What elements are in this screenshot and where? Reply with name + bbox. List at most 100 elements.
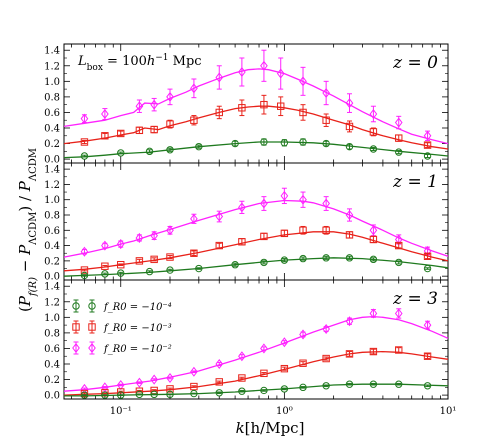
series-1: [63, 49, 449, 145]
data-point: [238, 374, 246, 382]
data-point: [322, 382, 330, 390]
y-axis-label: (Pf(R) − PΛCDM) / PΛCDM: [16, 148, 39, 312]
y-tick-label: 1.0: [44, 77, 60, 88]
data-point: [423, 264, 432, 273]
data-point: [215, 389, 223, 397]
x-tick-label: 10⁰: [276, 406, 293, 417]
data-point: [190, 389, 198, 398]
data-point: [322, 116, 330, 124]
legend-marker: [88, 323, 96, 331]
data-point: [101, 108, 109, 120]
data-point: [260, 369, 268, 378]
y-tick-label: 0.4: [44, 360, 60, 371]
series-line: [63, 315, 449, 392]
y-tick-label: 0.0: [44, 391, 60, 402]
data-point: [150, 390, 158, 399]
data-point: [280, 256, 289, 264]
data-point: [166, 225, 174, 236]
panel-3: 0.0 0.2 0.4 0.6 0.8 1.0 1.2 1.4 z = 3: [44, 279, 449, 402]
legend: f_R0 = −10⁻⁴ f_R0 = −10⁻³ f_R0 = −10⁻²: [72, 299, 172, 355]
series-line: [63, 231, 449, 272]
data-point: [101, 270, 109, 278]
data-point: [116, 239, 125, 250]
data-point: [345, 209, 354, 221]
panel-label: z = 3: [392, 289, 438, 309]
series-line: [63, 141, 449, 159]
data-point: [135, 257, 144, 265]
legend-marker: [72, 302, 80, 310]
y-tick-label: 1.4: [44, 46, 60, 57]
data-point: [322, 226, 330, 234]
data-point: [395, 258, 403, 267]
data-point: [260, 343, 268, 354]
data-point: [145, 267, 154, 276]
y-tick-label: 1.2: [44, 61, 60, 72]
data-point: [369, 108, 378, 120]
data-point: [280, 139, 289, 147]
legend-entry: f_R0 = −10⁻⁴: [72, 299, 172, 313]
data-point: [276, 68, 285, 79]
data-point: [80, 266, 89, 274]
data-point: [280, 190, 289, 201]
data-point: [190, 249, 198, 257]
data-point: [117, 129, 125, 138]
y-tick-label: 1.2: [44, 180, 60, 191]
data-point: [299, 359, 307, 367]
data-point: [322, 87, 330, 99]
panel-label: z = 1: [392, 172, 438, 192]
legend-marker: [72, 342, 80, 354]
series-line: [63, 199, 449, 258]
data-point: [423, 130, 432, 141]
y-tick-label: 1.2: [44, 297, 60, 308]
y-tick-label: 0.2: [44, 139, 60, 150]
data-point: [395, 134, 403, 142]
data-point: [238, 238, 246, 246]
data-point: [369, 235, 378, 244]
data-point: [195, 142, 203, 151]
y-tick-label: 0.0: [44, 272, 60, 283]
legend-entry: f_R0 = −10⁻³: [72, 320, 172, 334]
data-point: [369, 255, 378, 264]
data-point: [345, 380, 354, 388]
data-point: [260, 386, 268, 395]
data-point: [190, 382, 198, 391]
data-point: [101, 262, 109, 270]
data-point: [299, 383, 307, 392]
data-point: [423, 152, 432, 160]
data-point: [423, 320, 432, 331]
data-point: [345, 122, 354, 131]
panel-label: z = 0: [392, 53, 438, 73]
y-tick-label: 0.2: [44, 256, 60, 267]
data-point: [369, 225, 378, 236]
data-point: [423, 382, 432, 390]
data-point: [80, 391, 89, 399]
data-point: [80, 138, 89, 146]
data-point: [166, 146, 174, 154]
data-point: [299, 254, 307, 263]
data-point: [369, 308, 378, 319]
data-point: [369, 145, 378, 153]
data-point: [80, 152, 89, 160]
data-point: [299, 108, 307, 117]
data-point: [423, 352, 432, 360]
data-point: [190, 366, 198, 377]
data-point: [260, 258, 268, 267]
data-point: [215, 72, 224, 83]
data-point: [322, 198, 330, 209]
legend-entry: f_R0 = −10⁻²: [72, 341, 172, 355]
data-point: [260, 138, 268, 146]
data-point: [395, 148, 403, 156]
box-size-annotation: Lbox = 100h−1 Mpc: [77, 53, 202, 73]
data-point: [215, 241, 223, 250]
data-point: [345, 316, 354, 327]
data-point: [190, 83, 198, 94]
data-point: [280, 229, 289, 238]
data-point: [299, 138, 307, 146]
data-point: [345, 142, 354, 151]
data-point: [345, 231, 354, 239]
data-point: [190, 213, 198, 224]
y-tick-label: 0.4: [44, 241, 60, 252]
data-point: [135, 101, 144, 112]
data-point: [80, 271, 89, 280]
y-tick-label: 0.6: [44, 344, 60, 355]
